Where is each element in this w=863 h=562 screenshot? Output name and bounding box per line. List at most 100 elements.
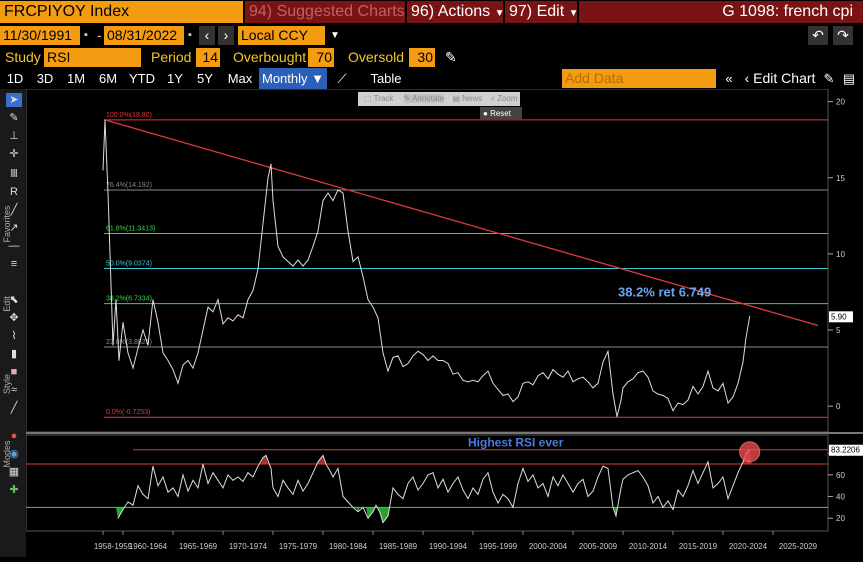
line-width-icon[interactable]: ╱ (10, 402, 18, 414)
overbought-input[interactable]: 70 (308, 48, 334, 67)
select-icon[interactable]: ⬉ (9, 294, 19, 306)
annotate-button[interactable]: ✎ Annotate (403, 94, 445, 103)
zoom-button[interactable]: ⌕ Zoom (490, 94, 518, 103)
line-icon[interactable]: ╱ (10, 204, 18, 216)
period-1y[interactable]: 1Y (167, 71, 183, 86)
calendar-icon[interactable]: ▪ (84, 29, 88, 41)
rsi-data-point (567, 483, 569, 484)
ticker-field[interactable]: FRCPIYOY Index (0, 1, 243, 23)
rsi-data-point (487, 472, 489, 474)
rsi-tick-label: 60 (836, 471, 845, 480)
cpi-data-point (372, 306, 374, 308)
cpi-data-point (582, 376, 584, 378)
cpi-data-point (707, 370, 709, 372)
frequency-select[interactable]: Monthly ▼ (259, 68, 327, 89)
add-data-input[interactable]: Add Data (562, 69, 716, 88)
edit-chart-button[interactable]: ‹ Edit Chart (744, 70, 816, 86)
pen-icon[interactable]: ✎ (9, 112, 19, 124)
palette-icon[interactable]: ● (10, 430, 18, 442)
start-date-field[interactable]: 11/30/1991 (0, 26, 80, 45)
cpi-data-point (297, 259, 299, 261)
line-chart-icon[interactable]: ⟋ (337, 71, 347, 86)
reset-button[interactable]: ● Reset (480, 107, 522, 120)
pencil-icon[interactable]: ✎ (445, 49, 457, 65)
table-button[interactable]: Table (370, 71, 402, 86)
chart-area[interactable]: 100.0%(18.80) 76.4%(14.192) 61.8%(11.3413)… (25, 88, 863, 557)
collapse-icon[interactable]: « (725, 71, 733, 86)
trend-line (104, 119, 819, 327)
measure-icon[interactable]: ⊥ (9, 130, 19, 142)
cpi-data-point (712, 387, 714, 389)
cpi-data-point (587, 381, 589, 383)
fib-icon[interactable]: Ⅲ (10, 168, 18, 180)
chart-svg[interactable]: 100.0%(18.80) 76.4%(14.192) 61.8%(11.3413)… (25, 88, 863, 557)
x-tick-label: 1970-1974 (229, 542, 268, 551)
currency-select[interactable]: Local CCY (238, 26, 325, 45)
period-input[interactable]: 14 (196, 48, 220, 67)
period-6m[interactable]: 6M (98, 71, 118, 86)
x-tick-label: 1965-1969 (179, 542, 218, 551)
suggested-charts-button[interactable]: 94) Suggested Charts (245, 1, 405, 23)
x-tick-label: 2015-2019 (679, 542, 718, 551)
rsi-data-point (472, 487, 474, 489)
rsi-data-point (442, 478, 444, 480)
x-tick-label: 2010-2014 (629, 542, 668, 551)
trash-icon[interactable]: ▮ (10, 348, 18, 360)
fib-level-label: 23.6%(3.8825) (106, 339, 152, 346)
cpi-data-point (392, 357, 394, 358)
next-period-button[interactable]: › (218, 26, 234, 45)
actions-menu[interactable]: 96) Actions ▼ (407, 1, 503, 23)
rsi-data-point (612, 507, 614, 508)
rsi-data-point (417, 489, 419, 491)
line-style-icon[interactable]: ≈ (10, 384, 18, 396)
rsi-data-point (592, 490, 594, 492)
rsi-data-point (642, 476, 644, 478)
rsi-data-point (292, 494, 294, 495)
rsi-data-point (452, 483, 454, 484)
news-button[interactable]: ▤ News (452, 94, 483, 103)
rsi-data-point (372, 511, 374, 513)
chart-settings-icon[interactable]: ▤ (842, 71, 856, 86)
redo-icon[interactable]: ↷ (833, 26, 853, 45)
text-icon[interactable]: R (10, 186, 18, 198)
rsi-data-point (387, 515, 389, 517)
rsi-data-point (122, 509, 124, 510)
x-tick-label: 1990-1994 (429, 542, 468, 551)
bug-icon[interactable]: ✚ (9, 484, 19, 496)
study-select[interactable]: RSI (44, 48, 141, 67)
crosshair-icon[interactable]: ✛ (9, 148, 19, 160)
x-tick-label: 1995-1999 (479, 542, 518, 551)
rsi-data-point (407, 483, 409, 484)
cpi-data-point (277, 245, 279, 247)
cpi-data-point (572, 381, 574, 383)
calendar-icon[interactable]: ▪ (188, 29, 192, 41)
cpi-data-point (287, 261, 289, 262)
move-icon[interactable]: ✥ (9, 312, 19, 324)
arrow-icon[interactable]: ↗ (9, 222, 19, 234)
end-date-field[interactable]: 08/31/2022 (104, 26, 184, 45)
period-max[interactable]: Max (227, 71, 253, 86)
period-1m[interactable]: 1M (66, 71, 86, 86)
edit-menu[interactable]: 97) Edit ▼ (505, 1, 577, 23)
chevron-down-icon[interactable]: ▼ (330, 30, 340, 41)
cursor-icon[interactable]: ➤ (6, 93, 22, 107)
channel-icon[interactable]: ≡ (10, 258, 18, 270)
oversold-input[interactable]: 30 (409, 48, 435, 67)
undo-icon[interactable]: ↶ (808, 26, 828, 45)
track-button[interactable]: ⬚ Track (364, 94, 394, 103)
period-5y[interactable]: 5Y (197, 71, 213, 86)
brush-icon[interactable]: ⌇ (11, 330, 17, 342)
period-ytd[interactable]: YTD (129, 71, 155, 86)
cpi-data-point (567, 370, 569, 372)
prev-period-button[interactable]: ‹ (199, 26, 215, 45)
cpi-data-point (362, 276, 364, 278)
period-1d[interactable]: 1D (6, 71, 24, 86)
layers-icon[interactable]: ◉ (9, 448, 19, 460)
period-3d[interactable]: 3D (36, 71, 54, 86)
rsi-data-point (522, 468, 524, 469)
cpi-data-point (387, 370, 389, 372)
hline-icon[interactable]: — (8, 240, 20, 252)
edit-icon[interactable]: ✎ (823, 71, 835, 86)
color-icon[interactable]: ■ (10, 366, 18, 378)
grid-icon[interactable]: ▦ (8, 466, 20, 478)
